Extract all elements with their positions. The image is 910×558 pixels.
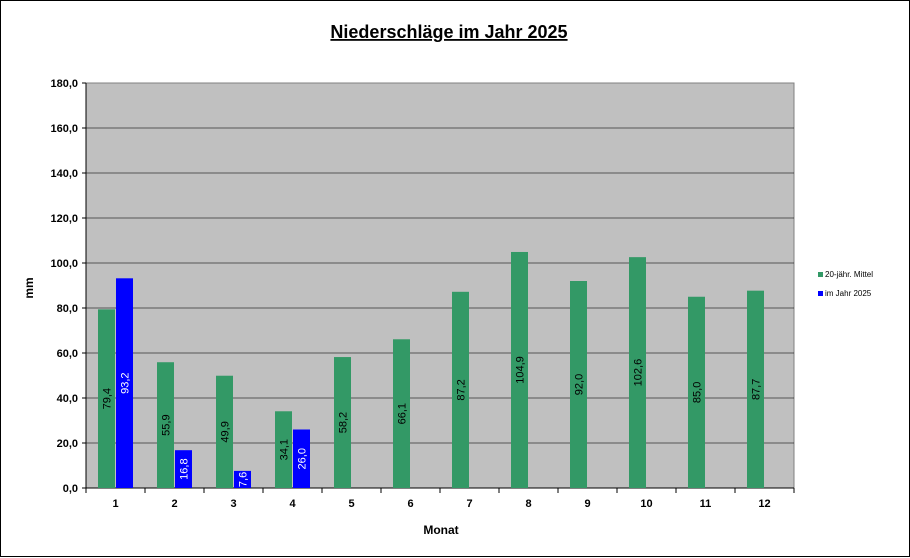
x-tick-label: 11 xyxy=(700,498,712,510)
x-axis-title: Monat xyxy=(423,523,458,537)
bar-mittel xyxy=(334,357,351,488)
legend-label: im Jahr 2025 xyxy=(825,289,872,298)
bar-mittel xyxy=(452,291,469,488)
data-label: 34,1 xyxy=(279,439,291,460)
data-label: 102,6 xyxy=(633,359,645,387)
bar-mittel xyxy=(393,339,410,488)
data-label: 92,0 xyxy=(574,374,586,395)
data-label: 16,8 xyxy=(179,458,191,479)
bar-jahr xyxy=(234,470,251,488)
legend-swatch xyxy=(818,272,823,277)
y-tick-label: 0,0 xyxy=(63,483,78,495)
data-label: 66,1 xyxy=(397,403,409,424)
x-tick-label: 7 xyxy=(466,498,472,510)
y-tick-label: 180,0 xyxy=(50,78,78,90)
bar-mittel xyxy=(275,411,292,488)
data-label: 85,0 xyxy=(692,382,704,403)
y-tick-label: 60,0 xyxy=(57,348,78,360)
data-label: 93,2 xyxy=(120,372,132,393)
data-label: 49,9 xyxy=(220,421,232,442)
x-tick-label: 1 xyxy=(112,498,118,510)
x-tick-label: 12 xyxy=(758,498,770,510)
x-tick-label: 6 xyxy=(407,498,413,510)
bar-mittel xyxy=(629,257,646,488)
data-label: 87,2 xyxy=(456,379,468,400)
y-tick-label: 40,0 xyxy=(57,393,78,405)
plot-area: 0,0 20,0 40,0 60,0 80,0 100,0 120,0 140,0 160,0 1… xyxy=(50,78,795,510)
data-label: 7,6 xyxy=(238,472,250,487)
data-label: 79,4 xyxy=(102,388,114,409)
bar-mittel xyxy=(157,362,174,488)
x-tick-label: 5 xyxy=(348,498,354,510)
y-tick-label: 20,0 xyxy=(57,438,78,450)
data-label: 87,7 xyxy=(751,379,763,400)
bar-mittel xyxy=(216,375,233,488)
chart-title: Niederschläge im Jahr 2025 xyxy=(330,22,567,42)
y-axis-title: mm xyxy=(22,277,36,298)
y-tick-label: 160,0 xyxy=(50,123,78,135)
bar-mittel xyxy=(511,251,528,488)
data-label: 58,2 xyxy=(338,412,350,433)
data-label: 26,0 xyxy=(297,448,309,469)
plot-background xyxy=(85,82,795,489)
y-tick-label: 100,0 xyxy=(50,258,78,270)
x-tick-label: 9 xyxy=(584,498,590,510)
data-label: 104,9 xyxy=(515,356,527,384)
legend-label: 20-jähr. Mittel xyxy=(825,270,873,279)
bar-mittel xyxy=(747,290,764,488)
x-tick-label: 10 xyxy=(640,498,652,510)
y-tick-label: 80,0 xyxy=(57,303,78,315)
x-tick-label: 8 xyxy=(525,498,531,510)
x-tick-label: 2 xyxy=(171,498,177,510)
y-tick-label: 120,0 xyxy=(50,213,78,225)
bar-jahr xyxy=(116,278,133,488)
data-label: 55,9 xyxy=(161,414,173,435)
legend: 20-jähr. Mittel im Jahr 2025 xyxy=(818,270,873,298)
bar-jahr xyxy=(293,429,310,488)
x-tick-label: 4 xyxy=(289,498,296,510)
x-tick-label: 3 xyxy=(230,498,236,510)
legend-swatch xyxy=(818,291,823,296)
bar-mittel xyxy=(570,281,587,488)
bar-mittel xyxy=(688,296,705,488)
bar-jahr xyxy=(175,450,192,488)
y-tick-label: 140,0 xyxy=(50,168,78,180)
bar-mittel xyxy=(98,309,115,488)
